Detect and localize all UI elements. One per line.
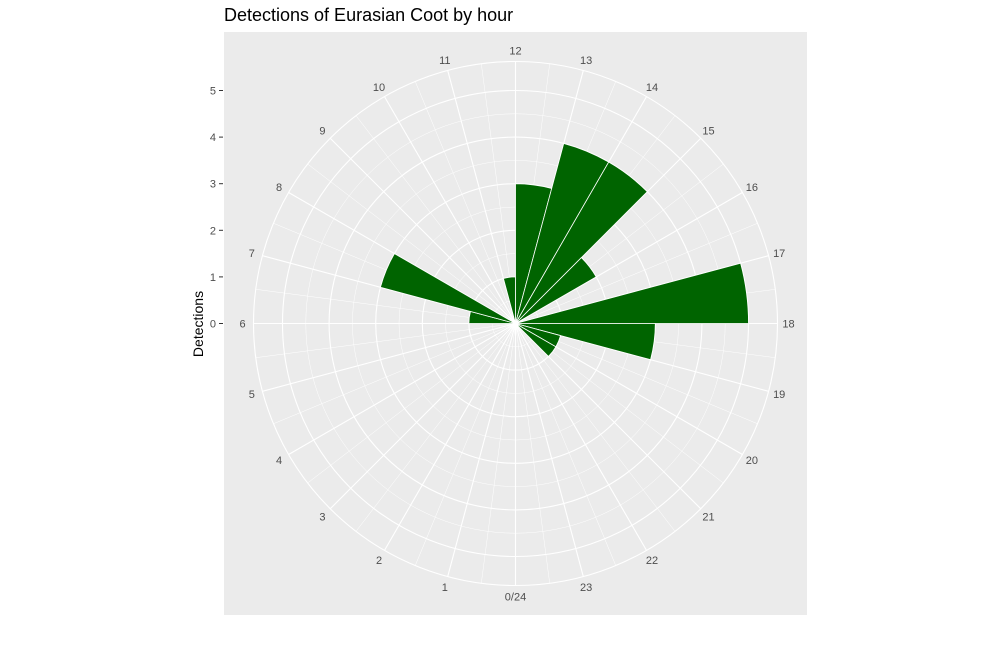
grid-spoke-minor <box>515 223 758 324</box>
bar-hour-15 <box>515 257 597 324</box>
hour-label: 14 <box>646 82 658 94</box>
hour-label: 19 <box>773 389 785 401</box>
grid-spoke-minor <box>415 323 516 566</box>
y-tick-label: 4 <box>210 132 216 144</box>
y-tick-label: 3 <box>210 179 216 191</box>
hour-label: 4 <box>276 455 282 467</box>
hour-label: 6 <box>239 319 245 331</box>
y-tick-label: 5 <box>210 86 216 98</box>
grid-outer-circle <box>252 60 779 587</box>
grid-spoke <box>447 323 517 577</box>
grid-spoke <box>288 323 516 455</box>
grid-spoke-minor <box>355 323 516 532</box>
y-tick-label: 0 <box>210 319 216 331</box>
bar-hour-17 <box>515 262 749 324</box>
grid-spoke <box>515 323 647 551</box>
hour-label: 13 <box>580 55 592 67</box>
hour-label: 9 <box>319 125 325 137</box>
hour-label: 7 <box>249 248 255 260</box>
grid-spoke-minor <box>515 323 550 584</box>
hour-label: 10 <box>373 82 385 94</box>
hour-label: 11 <box>439 55 450 67</box>
grid-spoke-minor <box>273 323 516 424</box>
hour-label: 8 <box>276 182 282 194</box>
hour-label: 0/24 <box>505 592 526 604</box>
y-tick-label: 2 <box>210 225 216 237</box>
hour-label: 12 <box>509 46 521 58</box>
bars <box>379 142 749 361</box>
hour-label: 17 <box>773 248 785 260</box>
hour-label: 18 <box>782 319 794 331</box>
grid-spoke <box>384 96 516 324</box>
grid-spoke-minor <box>515 323 616 566</box>
grid-spoke-minor <box>415 81 516 324</box>
hour-label: 3 <box>319 512 325 524</box>
hour-tick-labels: 0/24123456789101112131415161718192021222… <box>239 46 794 604</box>
grid-spoke-minor <box>481 323 516 584</box>
grid-spoke-minor <box>355 115 516 324</box>
grid-spoke-minor <box>307 323 516 484</box>
grid-spoke-minor <box>307 163 516 324</box>
chart-title: Detections of Eurasian Coot by hour <box>224 5 513 25</box>
grid-spoke <box>514 323 584 577</box>
y-axis: 0 1 2 3 4 5 <box>210 86 223 331</box>
hour-label: 22 <box>646 555 658 567</box>
hour-label: 21 <box>702 512 714 524</box>
grid-spoke <box>262 322 516 392</box>
hour-label: 1 <box>442 582 448 594</box>
grid-spoke-minor <box>255 323 516 358</box>
y-tick-label: 1 <box>210 272 216 284</box>
hour-label: 16 <box>746 182 758 194</box>
hour-label: 2 <box>376 555 382 567</box>
hour-label: 20 <box>746 455 758 467</box>
grid-spoke <box>329 137 516 324</box>
grid-spoke <box>384 323 516 551</box>
hour-label: 23 <box>580 582 592 594</box>
y-axis-title: Detections <box>190 291 206 357</box>
bar-hour-7 <box>379 253 516 324</box>
bar-hour-14 <box>515 161 648 324</box>
hour-label: 15 <box>702 125 714 137</box>
bar-hour-20 <box>515 323 557 358</box>
grid-spoke-minor <box>515 323 676 532</box>
grid-spoke <box>329 323 516 510</box>
hour-label: 5 <box>249 389 255 401</box>
